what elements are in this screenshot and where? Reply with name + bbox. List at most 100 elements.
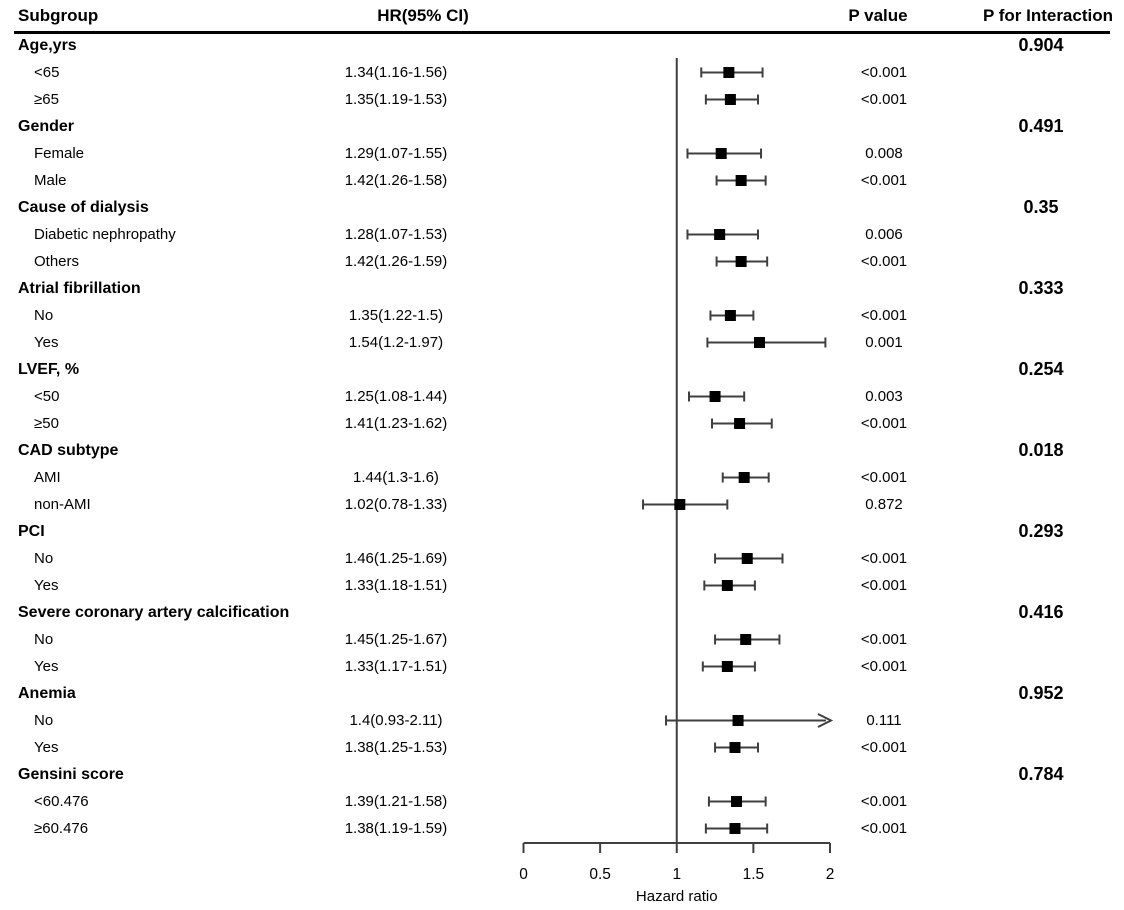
group-row: Anemia 0.952 (0, 680, 1124, 707)
hr-ci-value: 1.25(1.08-1.44) (344, 388, 448, 405)
item-row: Female 1.29(1.07-1.55) 0.008 (0, 140, 1124, 167)
item-row: ≥60.476 1.38(1.19-1.59) <0.001 (0, 815, 1124, 842)
x-axis-tick-label: 1 (672, 866, 681, 883)
hr-ci-value: 1.34(1.16-1.56) (344, 64, 448, 81)
p-interaction-value: 0.018 (1018, 440, 1064, 460)
p-value: <0.001 (860, 253, 908, 270)
p-interaction-value: 0.35 (1023, 197, 1059, 217)
item-label: Others (34, 253, 80, 270)
hr-ci-value: 1.46(1.25-1.69) (344, 550, 448, 567)
ci-point-marker (714, 229, 726, 240)
item-row: Others 1.42(1.26-1.59) <0.001 (0, 248, 1124, 275)
group-row: Atrial fibrillation 0.333 (0, 275, 1124, 302)
hr-ci-value: 1.39(1.21-1.58) (344, 793, 448, 810)
p-value: 0.003 (865, 388, 903, 405)
item-label: <65 (34, 64, 60, 81)
item-label: Female (34, 145, 85, 162)
ci-point-marker (740, 634, 752, 645)
x-axis-title: Hazard ratio (636, 888, 718, 905)
col-header-subgroup: Subgroup (18, 6, 99, 25)
item-label: Diabetic nephropathy (34, 226, 176, 243)
hr-ci-value: 1.42(1.26-1.58) (344, 172, 448, 189)
p-value: 0.111 (866, 712, 902, 729)
group-label: Severe coronary artery calcification (18, 604, 290, 621)
item-label: Yes (34, 739, 59, 756)
item-label: Male (34, 172, 67, 189)
p-value: 0.872 (865, 496, 903, 513)
ci-point-marker (729, 823, 741, 834)
p-value: 0.001 (865, 334, 903, 351)
p-value: <0.001 (860, 307, 908, 324)
group-row: Gender 0.491 (0, 113, 1124, 140)
ci-point-marker (735, 256, 747, 267)
hr-ci-value: 1.35(1.22-1.5) (348, 307, 444, 324)
ci-point-marker (731, 796, 743, 807)
group-row: CAD subtype 0.018 (0, 437, 1124, 464)
ci-point-marker (741, 553, 753, 564)
p-value: <0.001 (860, 820, 908, 837)
item-label: No (34, 550, 54, 567)
ci-point-marker (732, 715, 744, 726)
item-label: No (34, 631, 54, 648)
p-value: <0.001 (860, 172, 908, 189)
hr-ci-value: 1.28(1.07-1.53) (344, 226, 448, 243)
p-interaction-value: 0.491 (1018, 116, 1064, 136)
p-interaction-value: 0.952 (1018, 683, 1064, 703)
item-row: <65 1.34(1.16-1.56) <0.001 (0, 59, 1124, 86)
p-value: <0.001 (860, 577, 908, 594)
item-row: Male 1.42(1.26-1.58) <0.001 (0, 167, 1124, 194)
item-row: No 1.35(1.22-1.5) <0.001 (0, 302, 1124, 329)
hr-ci-value: 1.41(1.23-1.62) (344, 415, 448, 432)
hr-ci-value: 1.54(1.2-1.97) (348, 334, 444, 351)
ci-point-marker (735, 175, 747, 186)
item-row: Diabetic nephropathy 1.28(1.07-1.53) 0.006 (0, 221, 1124, 248)
x-axis-tick-label: 0.5 (589, 866, 611, 883)
item-row: AMI 1.44(1.3-1.6) <0.001 (0, 464, 1124, 491)
p-value: <0.001 (860, 469, 908, 486)
p-interaction-value: 0.333 (1018, 278, 1064, 298)
group-row: LVEF, % 0.254 (0, 356, 1124, 383)
ci-point-marker (715, 148, 727, 159)
ci-point-marker (721, 580, 733, 591)
p-interaction-value: 0.784 (1018, 764, 1064, 784)
item-row: Yes 1.38(1.25-1.53) <0.001 (0, 734, 1124, 761)
item-label: <50 (34, 388, 60, 405)
x-axis-tick-label: 0 (519, 866, 528, 883)
x-axis-tick-label: 1.5 (743, 866, 765, 883)
col-header-p-interaction: P for Interaction (982, 6, 1113, 25)
group-label: Gender (18, 118, 75, 135)
p-value: <0.001 (860, 658, 908, 675)
group-label: Gensini score (18, 766, 124, 783)
ci-point-marker (721, 661, 733, 672)
ci-point-marker (674, 499, 686, 510)
p-value: <0.001 (860, 793, 908, 810)
group-label: Cause of dialysis (18, 199, 149, 216)
item-row: <60.476 1.39(1.21-1.58) <0.001 (0, 788, 1124, 815)
item-row: No 1.46(1.25-1.69) <0.001 (0, 545, 1124, 572)
group-label: CAD subtype (18, 442, 119, 459)
item-label: Yes (34, 334, 59, 351)
hr-ci-value: 1.35(1.19-1.53) (344, 91, 448, 108)
item-label: ≥65 (34, 91, 59, 108)
p-value: 0.008 (865, 145, 903, 162)
hr-ci-value: 1.29(1.07-1.55) (344, 145, 448, 162)
item-row: non-AMI 1.02(0.78-1.33) 0.872 (0, 491, 1124, 518)
item-row: Yes 1.33(1.17-1.51) <0.001 (0, 653, 1124, 680)
item-label: No (34, 307, 54, 324)
ci-point-marker (729, 742, 741, 753)
group-row: Severe coronary artery calcification 0.41… (0, 599, 1124, 626)
ci-point-marker (754, 337, 766, 348)
p-value: <0.001 (860, 415, 908, 432)
group-row: Age,yrs 0.904 (0, 32, 1124, 59)
p-value: 0.006 (865, 226, 903, 243)
p-interaction-value: 0.416 (1018, 602, 1064, 622)
hr-ci-value: 1.33(1.17-1.51) (344, 658, 448, 675)
p-value: <0.001 (860, 739, 908, 756)
item-row: ≥65 1.35(1.19-1.53) <0.001 (0, 86, 1124, 113)
group-label: PCI (18, 523, 45, 540)
col-header-p-value: P value (848, 6, 908, 25)
p-value: <0.001 (860, 91, 908, 108)
ci-point-marker (734, 418, 746, 429)
item-row: Yes 1.54(1.2-1.97) 0.001 (0, 329, 1124, 356)
